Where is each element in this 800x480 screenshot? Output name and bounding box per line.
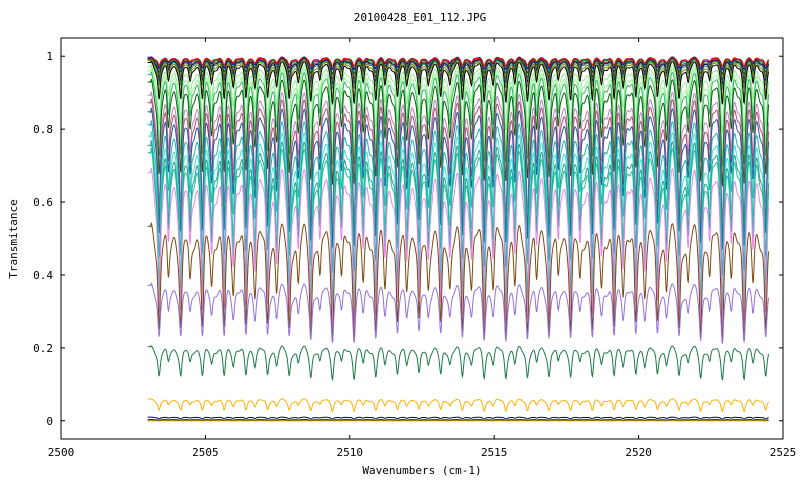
- series-line: [147, 344, 770, 381]
- y-tick-label: 0: [46, 415, 53, 428]
- series-line: [147, 419, 769, 422]
- series-line: [147, 282, 770, 344]
- series-line: [147, 91, 770, 221]
- series-line: [147, 63, 770, 134]
- series-line: [147, 222, 770, 344]
- series-line: [147, 98, 770, 237]
- series-line: [147, 147, 770, 328]
- plot-frame: [60, 37, 784, 440]
- x-tick-label: 2520: [625, 446, 652, 459]
- series-line: [147, 60, 770, 106]
- axis-ticks: 2500 2505 2510 2515 2520 2525 0 0.2 0.4 0.6 0.8 1: [33, 38, 796, 459]
- y-tick-label: 0.2: [33, 342, 53, 355]
- series-line: [147, 78, 770, 187]
- series-line: [147, 167, 770, 331]
- series-line: [147, 58, 770, 91]
- series-line: [147, 58, 770, 100]
- series-line: [147, 71, 770, 167]
- y-tick-label: 0.8: [33, 123, 53, 136]
- series-line: [147, 416, 769, 420]
- x-axis-label: Wavenumbers (cm-1): [362, 464, 481, 477]
- y-axis-label: Transmitance: [7, 199, 20, 278]
- series-line: [147, 57, 770, 86]
- x-tick-label: 2500: [48, 446, 75, 459]
- series-line: [147, 398, 770, 413]
- series-line: [147, 120, 770, 276]
- x-tick-label: 2510: [337, 446, 364, 459]
- x-tick-label: 2515: [481, 446, 508, 459]
- chart-title: 20100428_E01_112.JPG: [354, 11, 486, 24]
- series-lines: [147, 56, 770, 422]
- series-line: [147, 66, 770, 155]
- series-line: [147, 57, 769, 67]
- x-tick-label: 2525: [770, 446, 797, 459]
- y-tick-label: 1: [46, 50, 53, 63]
- y-tick-label: 0.6: [33, 196, 53, 209]
- series-line: [147, 107, 770, 250]
- y-tick-label: 0.4: [33, 269, 53, 282]
- x-tick-label: 2505: [192, 446, 219, 459]
